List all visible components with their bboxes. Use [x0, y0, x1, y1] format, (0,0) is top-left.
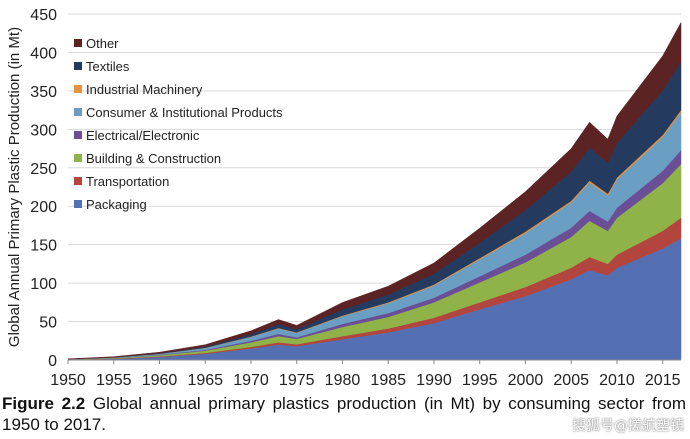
- legend-swatch: [74, 62, 82, 70]
- x-tick-label: 1985: [370, 372, 406, 389]
- legend-swatch: [74, 85, 82, 93]
- y-tick-label: 100: [30, 276, 57, 293]
- legend-label: Textiles: [86, 59, 130, 74]
- legend-label: Industrial Machinery: [86, 82, 203, 97]
- caption-text: Global annual primary plastics productio…: [2, 394, 686, 434]
- y-tick-label: 450: [30, 7, 57, 24]
- y-tick-label: 200: [30, 199, 57, 216]
- x-tick-label: 2010: [599, 372, 635, 389]
- x-tick-label: 1950: [50, 372, 86, 389]
- legend-label: Transportation: [86, 174, 169, 189]
- legend-swatch: [74, 39, 82, 47]
- legend-swatch: [74, 131, 82, 139]
- x-tick-label: 1965: [187, 372, 223, 389]
- x-tick-label: 1970: [233, 372, 269, 389]
- y-tick-label: 350: [30, 84, 57, 101]
- legend-swatch: [74, 177, 82, 185]
- legend-swatch: [74, 108, 82, 116]
- x-tick-label: 1980: [325, 372, 361, 389]
- y-tick-label: 300: [30, 122, 57, 139]
- legend-label: Packaging: [86, 197, 147, 212]
- stacked-area-chart: 0 50 100 150 200 250 300 350 400 450 1950 1955 1960 1…: [6, 7, 682, 389]
- legend-swatch: [74, 154, 82, 162]
- legend: Other Textiles Industrial Machinery Consume…: [74, 36, 283, 212]
- caption-label: Figure 2.2: [2, 394, 86, 413]
- x-tick-label: 1975: [279, 372, 315, 389]
- x-tick-label: 1960: [142, 372, 178, 389]
- y-tick-label: 400: [30, 45, 57, 62]
- figure-caption: Figure 2.2 Global annual primary plastic…: [2, 393, 686, 435]
- x-tick-label: 2015: [645, 372, 681, 389]
- x-tick-label: 1990: [416, 372, 452, 389]
- y-axis-title: Global Annual Primary Plastic Production…: [6, 27, 23, 347]
- area-series: [67, 22, 682, 360]
- y-tick-label: 0: [48, 353, 57, 370]
- legend-label: Other: [86, 36, 119, 51]
- legend-label: Consumer & Institutional Products: [86, 105, 283, 120]
- legend-swatch: [74, 200, 82, 208]
- legend-label: Electrical/Electronic: [86, 128, 200, 143]
- y-tick-label: 50: [39, 315, 57, 332]
- y-tick-label: 150: [30, 238, 57, 255]
- x-tick-label: 1955: [96, 372, 132, 389]
- x-tick-label: 2000: [508, 372, 544, 389]
- x-tick-label: 1995: [462, 372, 498, 389]
- x-tick-label: 2005: [553, 372, 589, 389]
- watermark: 搜狐号@搓航塑镇: [572, 418, 684, 434]
- y-tick-label: 250: [30, 161, 57, 178]
- legend-label: Building & Construction: [86, 151, 221, 166]
